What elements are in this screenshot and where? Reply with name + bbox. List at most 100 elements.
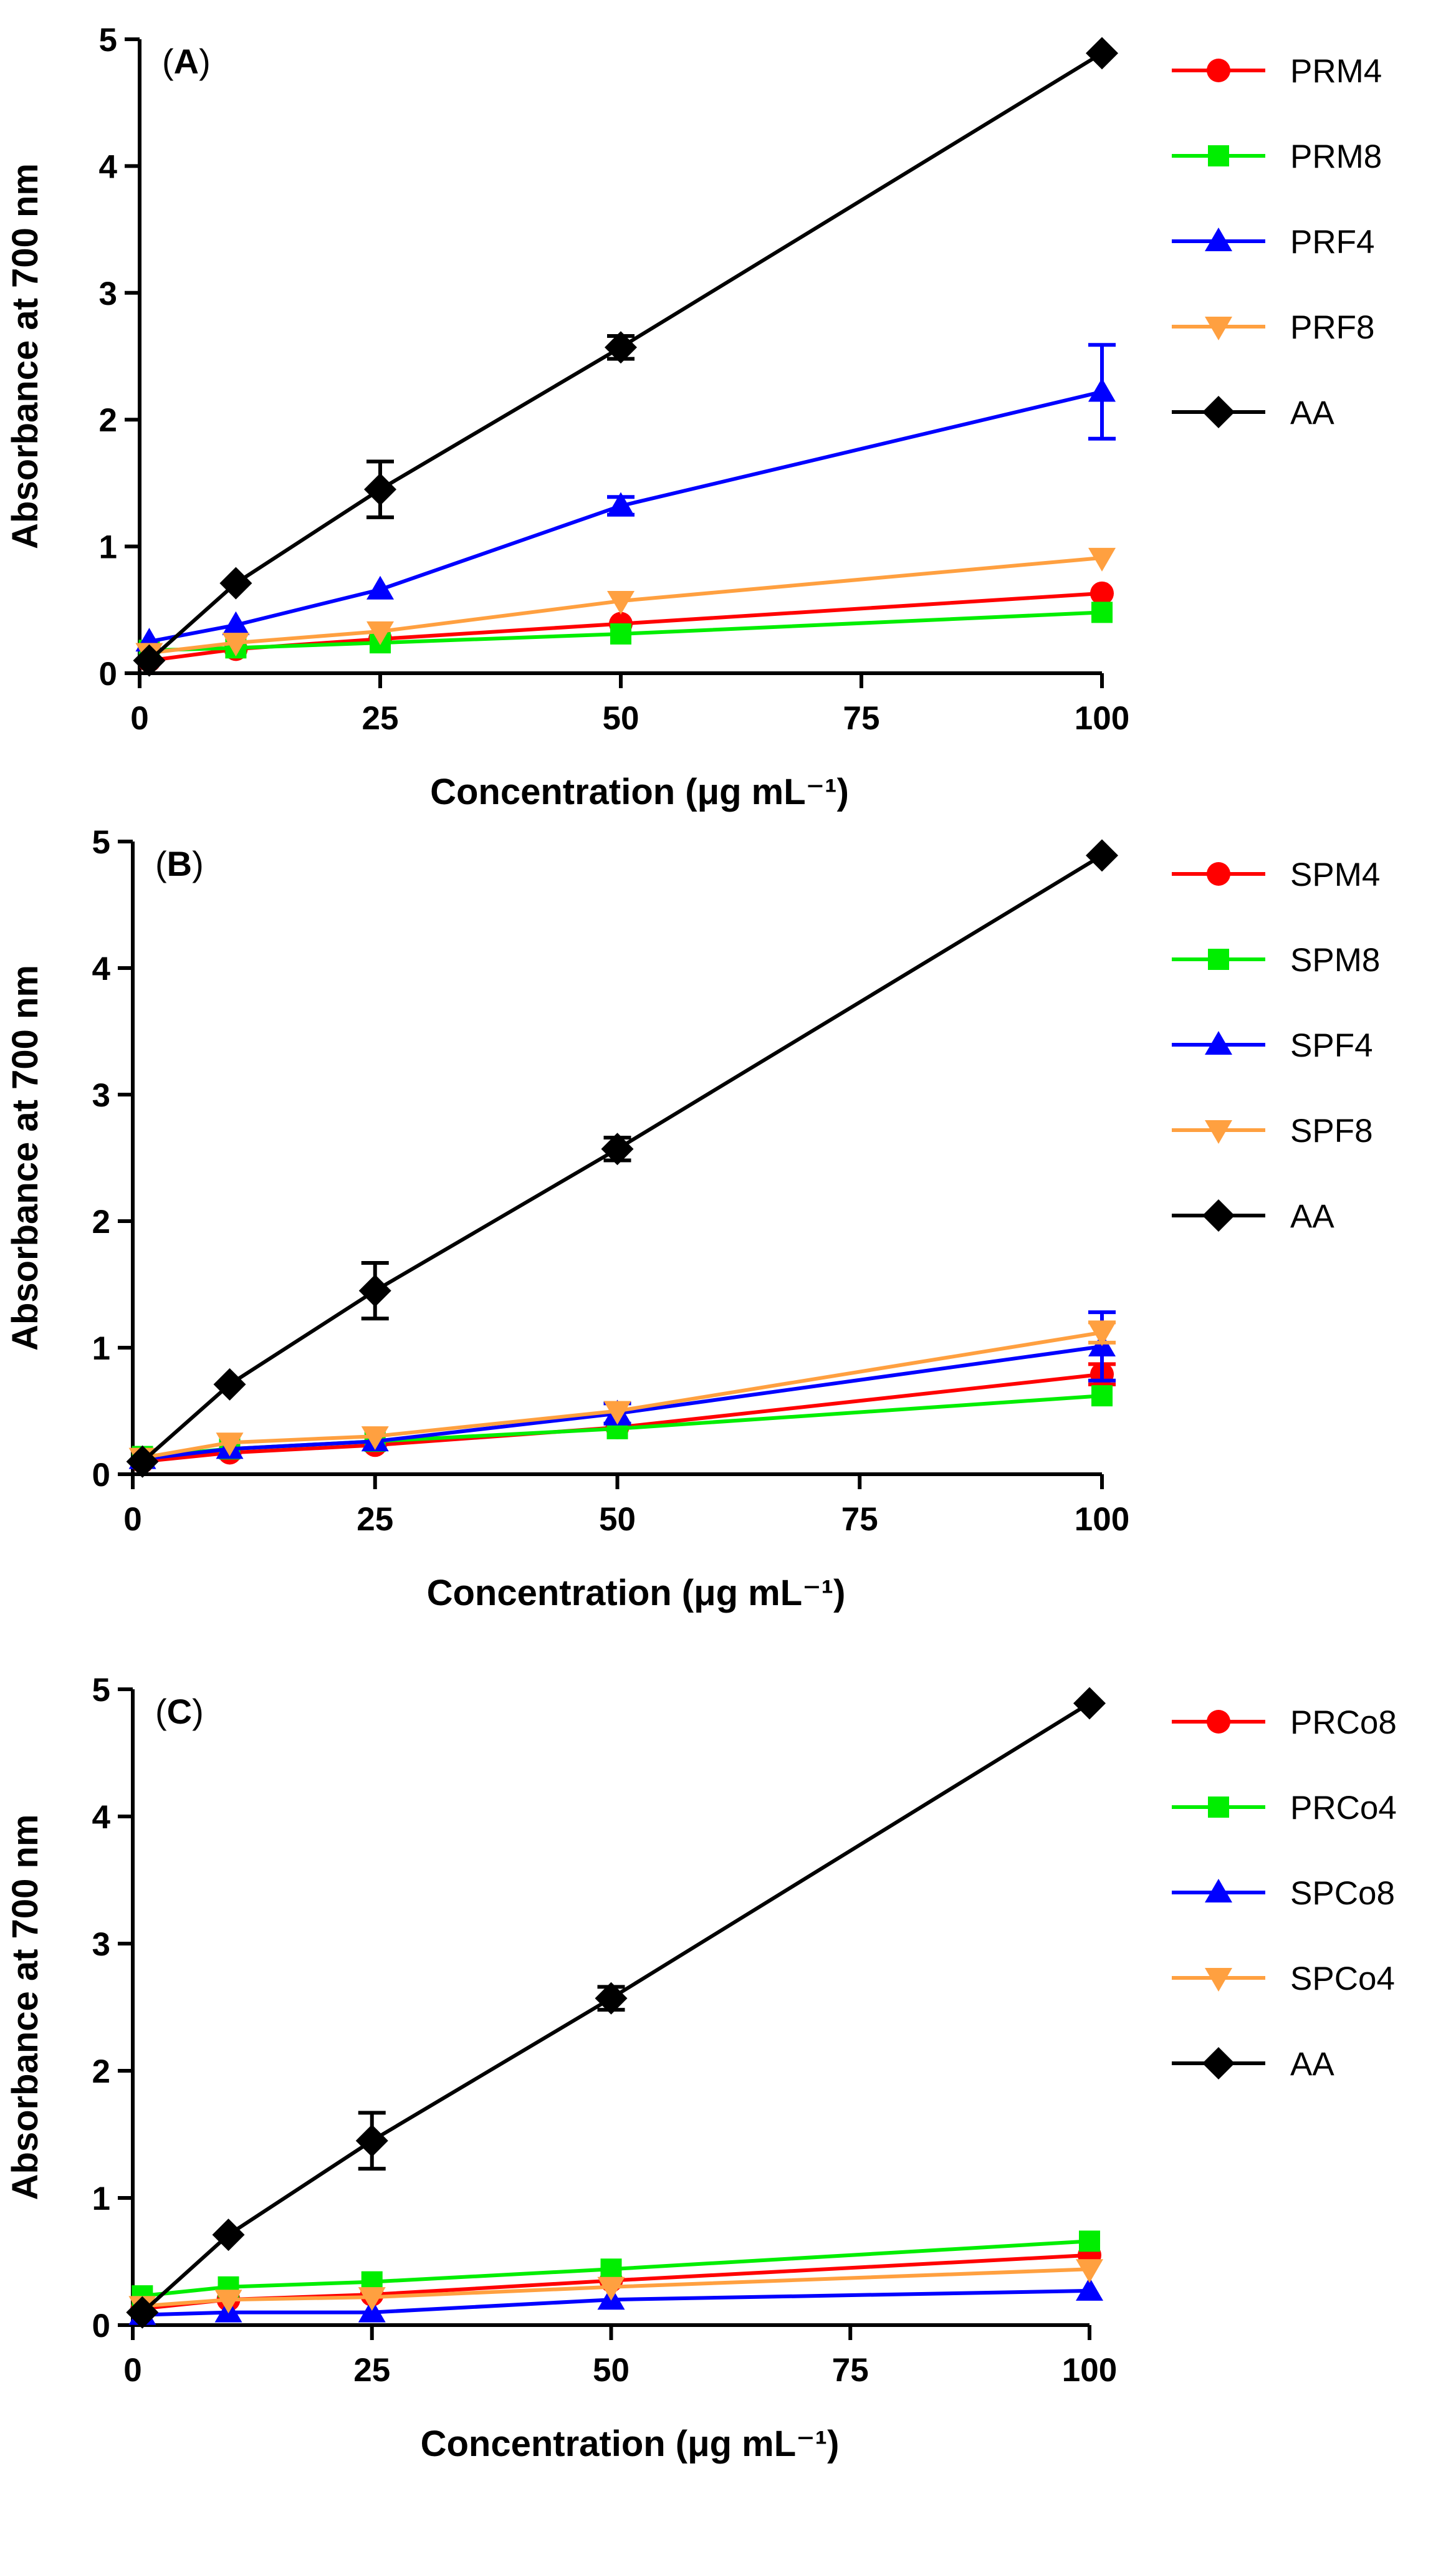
legend-label-spco8: SPCo8 <box>1290 1875 1395 1912</box>
y-axis-title: Absorbance at 700 nm <box>5 1815 46 2200</box>
x-tick-label: 50 <box>593 2352 630 2389</box>
panel-label: (B) <box>155 844 204 883</box>
legend-label-prm8: PRM8 <box>1290 138 1382 175</box>
data-point-aa <box>1086 37 1118 70</box>
y-tick-label: 0 <box>92 2308 110 2344</box>
x-tick-label: 0 <box>130 700 148 737</box>
legend-label-prm4: PRM4 <box>1290 53 1382 90</box>
legend-marker <box>1208 949 1229 970</box>
data-point-aa <box>219 567 252 600</box>
x-tick-label: 75 <box>841 1501 878 1538</box>
data-point-aa <box>212 2219 245 2252</box>
y-axis-title: Absorbance at 700 nm <box>5 965 46 1351</box>
legend: SPM4 SPM8 SPF4 SPF8 AA <box>1172 856 1380 1235</box>
legend-label-prco8: PRCo8 <box>1290 1704 1397 1741</box>
data-point-prf8 <box>1088 547 1116 572</box>
y-tick-label: 2 <box>99 402 117 439</box>
data-point-aa <box>605 331 637 364</box>
data-point-spf8 <box>603 1401 631 1425</box>
legend-marker <box>1205 1031 1232 1055</box>
legend-label-spco4: SPCo4 <box>1290 1960 1395 1997</box>
y-tick-label: 1 <box>92 1330 110 1367</box>
data-point-prm8 <box>1091 602 1113 623</box>
data-point-aa <box>213 1368 246 1401</box>
legend-marker <box>1202 1199 1235 1232</box>
data-point-prf8 <box>366 621 394 645</box>
x-tick-label: 100 <box>1062 2352 1117 2389</box>
legend-label-spm4: SPM4 <box>1290 856 1380 893</box>
data-point-aa <box>601 1133 634 1166</box>
y-tick-label: 2 <box>92 2053 110 2090</box>
y-tick-label: 5 <box>92 1672 110 1709</box>
legend-marker <box>1207 59 1230 82</box>
data-point-spco4 <box>214 2290 242 2314</box>
x-axis-title: Concentration (μg mL⁻¹) <box>430 772 849 812</box>
y-tick-label: 4 <box>99 148 118 185</box>
x-tick-label: 50 <box>599 1501 636 1538</box>
data-point-aa <box>595 1982 628 2015</box>
legend-marker <box>1208 1796 1229 1818</box>
series-aa <box>133 37 1118 677</box>
data-point-spco4 <box>1076 2259 1103 2283</box>
y-tick-label: 5 <box>99 22 117 59</box>
data-point-spco4 <box>597 2276 625 2301</box>
data-point-aa <box>358 1274 391 1307</box>
series-spco4 <box>128 2259 1103 2320</box>
x-tick-label: 50 <box>603 700 639 737</box>
legend-marker <box>1207 1710 1230 1734</box>
series-prm8 <box>138 602 1113 661</box>
data-point-prco4 <box>600 2258 622 2280</box>
y-tick-label: 5 <box>92 824 110 861</box>
y-tick-label: 4 <box>92 1799 111 1836</box>
data-point-prf8 <box>607 591 635 615</box>
data-point-prm8 <box>610 623 631 645</box>
data-point-prm4 <box>1090 581 1114 605</box>
legend-label-spf8: SPF8 <box>1290 1113 1373 1149</box>
data-point-prco4 <box>1079 2230 1100 2252</box>
legend: PRCo8 PRCo4 SPCo8 SPCo4 AA <box>1172 1704 1397 2083</box>
data-point-spf8 <box>216 1432 244 1457</box>
panel-label: (C) <box>155 1692 204 1731</box>
legend-marker <box>1205 317 1232 340</box>
series-spm8 <box>132 1385 1113 1467</box>
legend-marker <box>1207 862 1230 886</box>
x-tick-label: 0 <box>123 2352 141 2389</box>
data-point-spco8 <box>1076 2276 1103 2301</box>
legend-label-spm8: SPM8 <box>1290 942 1380 979</box>
y-tick-label: 4 <box>92 951 111 987</box>
data-point-spm8 <box>1091 1385 1113 1407</box>
legend-label-aa: AA <box>1290 395 1334 431</box>
series-prf4 <box>135 343 1116 652</box>
y-tick-label: 3 <box>99 276 117 312</box>
legend-marker <box>1205 1968 1232 1992</box>
y-tick-label: 0 <box>99 656 117 693</box>
legend-marker <box>1205 228 1232 251</box>
data-point-aa <box>126 2296 159 2329</box>
data-point-aa <box>1073 1687 1106 1720</box>
legend-marker <box>1205 1879 1232 1902</box>
y-axis-title: Absorbance at 700 nm <box>5 163 46 549</box>
x-axis-title: Concentration (μg mL⁻¹) <box>421 2424 840 2464</box>
series-prf8 <box>135 547 1116 667</box>
data-point-aa <box>133 644 166 677</box>
legend-label-prco4: PRCo4 <box>1290 1790 1397 1826</box>
x-tick-label: 0 <box>123 1501 141 1538</box>
legend: PRM4 PRM8 PRF4 PRF8 AA <box>1172 53 1382 431</box>
data-point-spf8 <box>1088 1322 1116 1346</box>
data-point-prf4 <box>607 492 635 516</box>
data-point-aa <box>364 473 396 506</box>
legend-label-prf4: PRF4 <box>1290 224 1374 261</box>
series-aa <box>126 839 1118 1478</box>
series-aa <box>126 1687 1106 2329</box>
data-point-spf8 <box>361 1426 389 1451</box>
data-point-prf8 <box>222 633 250 657</box>
data-point-aa <box>355 2124 388 2157</box>
y-tick-label: 2 <box>92 1204 110 1240</box>
legend-marker <box>1205 1120 1232 1144</box>
data-point-prf4 <box>366 575 394 600</box>
x-tick-label: 25 <box>353 2352 390 2389</box>
legend-label-prf8: PRF8 <box>1290 309 1374 346</box>
